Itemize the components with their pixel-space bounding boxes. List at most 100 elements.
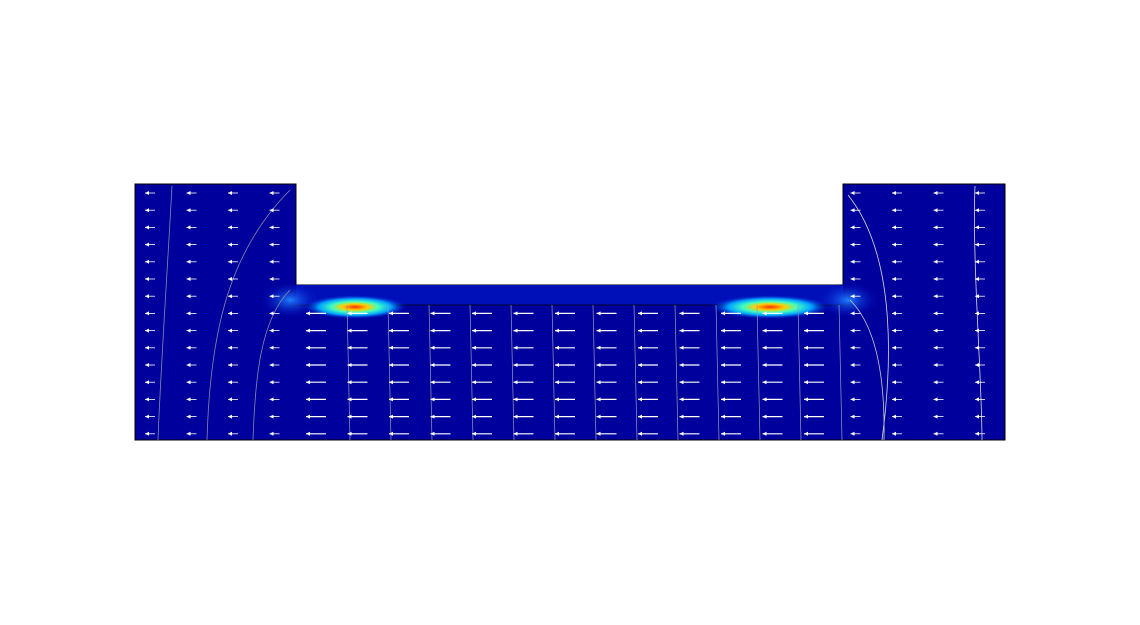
arrow-head [721, 414, 725, 419]
streamline [592, 304, 597, 441]
arrow-head [975, 294, 979, 299]
arrow-head [306, 380, 310, 385]
arrow-head [228, 294, 232, 299]
arrow-head [638, 380, 642, 385]
arrow-head [638, 311, 642, 316]
arrow-head [389, 397, 393, 402]
arrow-head [347, 345, 352, 350]
arrow-head [145, 208, 149, 213]
arrow-head [269, 431, 274, 436]
arrow-head [145, 294, 149, 299]
arrow-head [555, 328, 559, 333]
arrow-head [933, 225, 938, 230]
streamline [756, 304, 761, 441]
arrow-head [933, 259, 938, 264]
arrow-head [186, 363, 191, 367]
arrow-head [389, 363, 393, 367]
arrow-head [596, 397, 601, 402]
arrow-head [555, 397, 559, 402]
arrow-head [145, 242, 149, 247]
arrow-head [269, 345, 274, 350]
arrow-head [892, 191, 896, 195]
arrow-head [933, 397, 938, 402]
arrow-head [347, 363, 352, 367]
arrow-head [228, 277, 232, 281]
arrow-head [472, 345, 476, 350]
arrow-head [186, 328, 191, 333]
arrow-head [933, 345, 938, 350]
arrow-head [186, 242, 191, 247]
streamline [428, 304, 433, 441]
arrow-head [679, 380, 684, 385]
arrow-head [430, 345, 435, 350]
arrow-head [430, 414, 435, 419]
arrow-head [638, 328, 642, 333]
arrow-head [892, 311, 896, 316]
arrow-head [228, 225, 232, 230]
arrow-head [145, 363, 149, 367]
arrow-head [472, 431, 476, 436]
arrow-head [186, 414, 191, 419]
arrow-head [472, 380, 476, 385]
streamline [674, 304, 679, 441]
arrow-head [933, 431, 938, 436]
arrow-head [892, 431, 896, 436]
arrow-head [975, 345, 979, 350]
arrow-head [892, 397, 896, 402]
arrow-head [228, 328, 232, 333]
arrow-head [513, 363, 518, 367]
arrow-head [762, 328, 767, 333]
arrow-head [555, 414, 559, 419]
arrow-head [145, 414, 149, 419]
arrow-head [975, 414, 979, 419]
streamline [797, 304, 802, 441]
streamline [387, 304, 392, 441]
arrow-head [306, 414, 310, 419]
arrow-head [762, 431, 767, 436]
arrow-head [555, 431, 559, 436]
arrow-head [804, 328, 808, 333]
streamline [633, 304, 638, 441]
arrow-head [679, 311, 684, 316]
arrow-head [850, 414, 855, 419]
arrow-head [269, 397, 274, 402]
arrow-head [679, 345, 684, 350]
arrow-head [145, 259, 149, 264]
arrow-head [850, 431, 855, 436]
arrow-head [762, 345, 767, 350]
arrow-head [975, 259, 979, 264]
streamline [715, 304, 720, 441]
arrow-head [892, 277, 896, 281]
arrow-head [228, 397, 232, 402]
arrow-head [555, 380, 559, 385]
arrow-head [804, 397, 808, 402]
arrow-head [430, 431, 435, 436]
arrow-head [596, 431, 601, 436]
arrow-head [850, 294, 855, 299]
arrow-head [269, 363, 274, 367]
arrow-head [186, 191, 191, 195]
arrow-head [679, 328, 684, 333]
arrow-head [145, 225, 149, 230]
arrow-head [850, 259, 855, 264]
arrow-head [850, 225, 855, 230]
arrow-head [975, 311, 979, 316]
arrow-head [975, 191, 979, 195]
arrow-head [555, 311, 559, 316]
arrow-head [638, 397, 642, 402]
arrow-head [892, 208, 896, 213]
arrow-head [186, 311, 191, 316]
arrow-head [892, 328, 896, 333]
arrow-head [975, 431, 979, 436]
arrow-head [721, 380, 725, 385]
arrow-head [186, 397, 191, 402]
arrow-head [555, 363, 559, 367]
arrow-head [679, 363, 684, 367]
arrow-head [269, 294, 274, 299]
arrow-head [186, 431, 191, 436]
arrow-head [596, 328, 601, 333]
arrow-head [933, 294, 938, 299]
arrow-head [933, 242, 938, 247]
arrow-head [850, 191, 855, 195]
